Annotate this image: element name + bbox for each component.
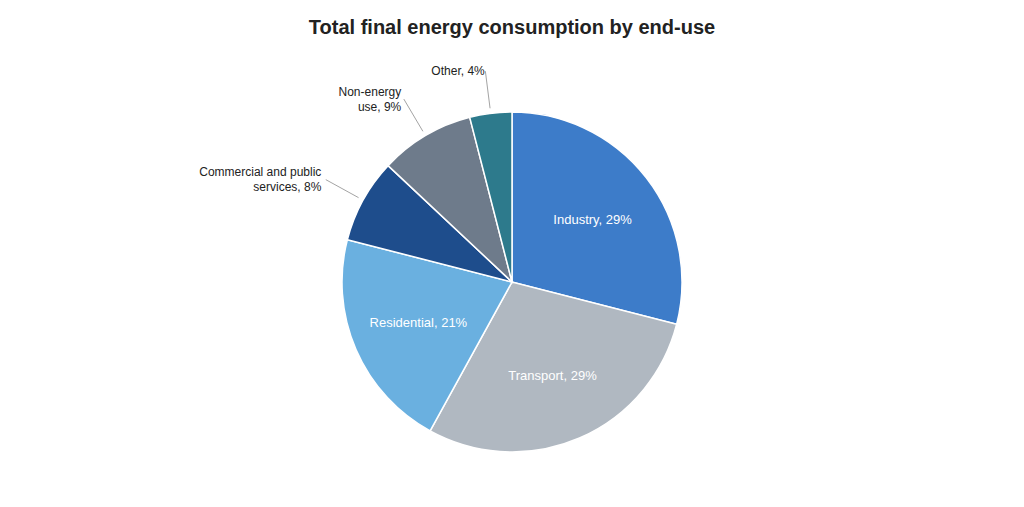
- leader-line: [326, 180, 359, 198]
- data-label-line: Residential, 21%: [370, 315, 468, 330]
- chart-svg: Total final energy consumption by end-us…: [0, 0, 1024, 507]
- data-label-line: Other, 4%: [431, 64, 485, 78]
- data-label: Residential, 21%: [370, 315, 468, 330]
- chart-title: Total final energy consumption by end-us…: [309, 16, 715, 38]
- data-label-line: Industry, 29%: [553, 212, 632, 227]
- data-label: Commercial and publicservices, 8%: [199, 165, 321, 194]
- data-label: Transport, 29%: [508, 368, 597, 383]
- data-label: Other, 4%: [431, 64, 485, 78]
- pie-slice: [470, 112, 512, 282]
- labels-group: Industry, 29% Transport, 29% Residential, …: [199, 64, 632, 383]
- data-label: Non-energyuse, 9%: [339, 85, 402, 114]
- data-label-line: Non-energy: [339, 85, 402, 99]
- data-label-line: Commercial and public: [199, 165, 321, 179]
- data-label-line: use, 9%: [358, 100, 402, 114]
- data-label-line: services, 8%: [253, 180, 321, 194]
- pie-group: [342, 112, 682, 452]
- leader-line: [485, 71, 490, 108]
- data-label-line: Transport, 29%: [508, 368, 597, 383]
- data-label: Industry, 29%: [553, 212, 632, 227]
- leader-line: [404, 99, 423, 131]
- chart-container: Total final energy consumption by end-us…: [0, 0, 1024, 507]
